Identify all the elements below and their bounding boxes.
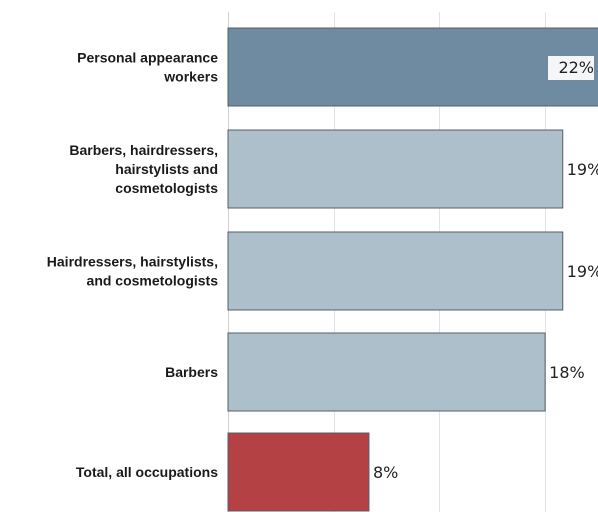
value-label: 18% — [549, 363, 585, 382]
bar — [227, 27, 598, 107]
bars — [227, 27, 598, 512]
value-label: 19% — [567, 262, 598, 281]
bar — [227, 231, 564, 311]
category-label: Barbers — [165, 364, 218, 380]
bar — [227, 332, 546, 412]
value-label: 19% — [567, 160, 598, 179]
value-labels: 22% 19% 19% 18% 8% — [373, 56, 598, 482]
value-label: 8% — [373, 463, 398, 482]
bar — [227, 129, 564, 209]
category-label: Personal appearance workers — [77, 50, 218, 85]
bar — [227, 432, 370, 512]
category-label: Barbers, hairdressers, hairstylists and co… — [69, 142, 218, 196]
category-labels: Personal appearance workers Barbers, haird… — [47, 50, 218, 481]
value-label: 22% — [558, 58, 594, 77]
value-label-background — [548, 56, 594, 80]
category-label: Hairdressers, hairstylists, and cosmetolo… — [47, 254, 218, 289]
category-label: Total, all occupations — [76, 464, 218, 480]
